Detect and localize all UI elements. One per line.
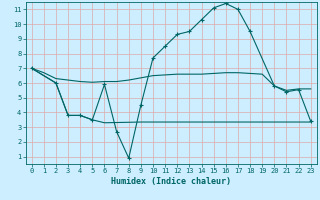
X-axis label: Humidex (Indice chaleur): Humidex (Indice chaleur) xyxy=(111,177,231,186)
